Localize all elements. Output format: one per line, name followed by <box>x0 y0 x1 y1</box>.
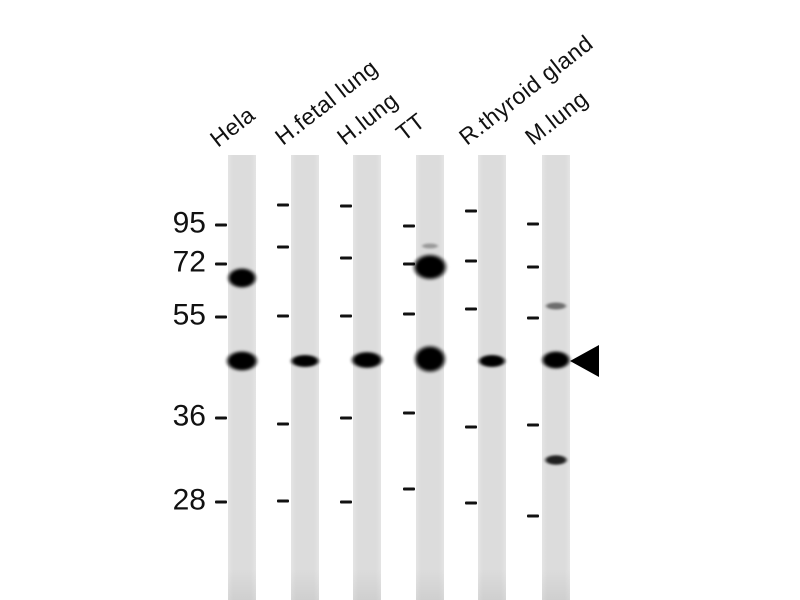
lane-marker-tick <box>465 307 477 311</box>
lane-marker-tick <box>403 487 415 491</box>
mw-label-95: 95 <box>172 206 206 240</box>
protein-band <box>406 339 454 379</box>
lane-marker-tick <box>465 259 477 263</box>
lane-marker-tick <box>527 316 539 320</box>
lane-marker-tick <box>277 499 289 503</box>
lane-marker-tick <box>340 256 352 260</box>
lane-marker-tick <box>340 204 352 208</box>
lane-label-hela: Hela <box>204 101 260 152</box>
lane-marker-tick <box>277 203 289 207</box>
lane-strip-r-thyroid-gland <box>478 155 506 600</box>
protein-band <box>220 263 264 293</box>
target-band-arrow-icon <box>570 345 599 377</box>
lane-marker-tick <box>340 500 352 504</box>
lane-marker-tick <box>403 224 415 228</box>
protein-band <box>540 300 572 312</box>
lane-marker-tick <box>277 245 289 249</box>
protein-band <box>539 452 573 468</box>
lane-marker-tick <box>277 422 289 426</box>
lane-marker-tick <box>465 209 477 213</box>
lane-marker-tick <box>277 314 289 318</box>
mw-label-28: 28 <box>172 483 206 517</box>
mw-label-72: 72 <box>172 245 206 279</box>
mw-tick-95 <box>215 223 227 227</box>
lane-strip-hela <box>228 155 256 600</box>
lane-marker-tick <box>403 312 415 316</box>
mw-label-36: 36 <box>172 399 206 433</box>
lane-marker-tick <box>527 222 539 226</box>
protein-band <box>218 346 266 376</box>
lane-marker-tick <box>403 411 415 415</box>
protein-band <box>283 351 327 371</box>
lane-marker-tick <box>465 425 477 429</box>
mw-tick-55 <box>215 315 227 319</box>
protein-band <box>343 347 391 373</box>
lane-strip-h-fetal-lung <box>291 155 319 600</box>
mw-tick-28 <box>215 500 227 504</box>
lane-marker-tick <box>527 514 539 518</box>
lane-marker-tick <box>527 423 539 427</box>
mw-tick-36 <box>215 416 227 420</box>
lane-marker-tick <box>527 265 539 269</box>
lane-marker-tick <box>465 501 477 505</box>
lane-strip-m-lung <box>542 155 570 600</box>
protein-band <box>471 351 513 371</box>
lane-strip-h-lung <box>353 155 381 600</box>
protein-band <box>405 248 455 286</box>
lane-marker-tick <box>340 416 352 420</box>
lane-label-tt: TT <box>390 107 430 146</box>
mw-label-55: 55 <box>172 298 206 332</box>
lane-marker-tick <box>340 314 352 318</box>
protein-band <box>417 242 443 250</box>
